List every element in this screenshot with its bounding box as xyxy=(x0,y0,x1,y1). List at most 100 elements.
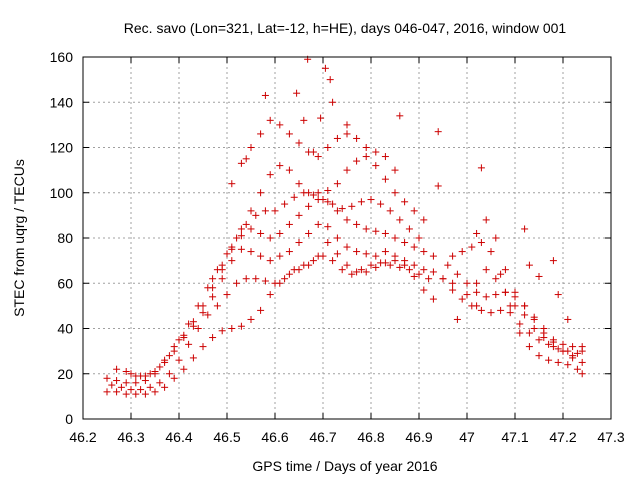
data-point xyxy=(113,365,121,373)
data-point xyxy=(521,225,529,233)
data-point xyxy=(410,207,418,215)
data-point xyxy=(156,379,164,387)
data-point xyxy=(396,112,404,120)
data-point xyxy=(410,272,418,280)
data-point xyxy=(295,139,303,147)
data-point xyxy=(141,390,149,398)
data-point xyxy=(449,286,457,294)
data-point xyxy=(573,365,581,373)
data-point xyxy=(276,121,284,129)
data-point xyxy=(525,329,533,337)
data-point xyxy=(276,229,284,237)
data-point xyxy=(333,234,341,242)
data-point xyxy=(492,234,500,242)
data-point xyxy=(180,365,188,373)
data-point xyxy=(530,315,538,323)
data-point xyxy=(353,157,361,165)
data-point xyxy=(285,130,293,138)
data-points xyxy=(103,55,586,398)
x-tick-label: 46.3 xyxy=(117,429,144,445)
data-point xyxy=(261,207,269,215)
data-point xyxy=(103,374,111,382)
data-point xyxy=(545,340,553,348)
data-point xyxy=(305,189,313,197)
data-point xyxy=(314,189,322,197)
data-point xyxy=(324,239,332,247)
data-point xyxy=(247,248,255,256)
data-point xyxy=(309,257,317,265)
data-point xyxy=(564,361,572,369)
x-tick-label: 46.7 xyxy=(309,429,336,445)
data-point xyxy=(281,200,289,208)
data-point xyxy=(559,347,567,355)
data-point xyxy=(242,220,250,228)
data-point xyxy=(482,293,490,301)
series-scattered-2 xyxy=(453,164,586,378)
data-point xyxy=(569,343,577,351)
data-point xyxy=(122,379,130,387)
data-point xyxy=(252,275,260,283)
data-point xyxy=(137,386,145,394)
data-point xyxy=(391,166,399,174)
data-point xyxy=(252,211,260,219)
data-point xyxy=(348,202,356,210)
data-point xyxy=(343,216,351,224)
data-point xyxy=(338,266,346,274)
data-point xyxy=(372,227,380,235)
data-point xyxy=(578,343,586,351)
data-point xyxy=(477,239,485,247)
data-point xyxy=(353,248,361,256)
x-tick-label: 47.2 xyxy=(549,429,576,445)
series-arc-4 xyxy=(113,196,437,380)
data-point xyxy=(396,263,404,271)
data-point xyxy=(247,225,255,233)
data-point xyxy=(300,261,308,269)
data-point xyxy=(386,207,394,215)
data-point xyxy=(137,372,145,380)
data-point xyxy=(156,363,164,371)
data-point xyxy=(549,338,557,346)
data-point xyxy=(458,295,466,303)
data-point xyxy=(204,284,212,292)
data-point xyxy=(132,379,140,387)
data-point xyxy=(122,390,130,398)
data-point xyxy=(381,248,389,256)
data-point xyxy=(242,275,250,283)
data-point xyxy=(305,229,313,237)
data-point xyxy=(434,182,442,190)
data-point xyxy=(333,134,341,142)
data-point xyxy=(257,130,265,138)
data-point xyxy=(477,306,485,314)
data-point xyxy=(425,275,433,283)
data-point xyxy=(189,318,197,326)
data-point xyxy=(573,349,581,357)
data-point xyxy=(458,248,466,256)
series-arc-12 xyxy=(473,216,586,351)
data-point xyxy=(501,266,509,274)
data-point xyxy=(482,216,490,224)
data-point xyxy=(353,220,361,228)
data-point xyxy=(271,279,279,287)
data-point xyxy=(237,225,245,233)
data-point xyxy=(266,291,274,299)
data-point xyxy=(396,216,404,224)
data-point xyxy=(444,261,452,269)
y-tick-label: 100 xyxy=(50,185,74,201)
data-point xyxy=(482,266,490,274)
x-tick-label: 46.5 xyxy=(213,429,240,445)
data-point xyxy=(415,234,423,242)
data-point xyxy=(381,175,389,183)
data-point xyxy=(204,311,212,319)
data-point xyxy=(429,295,437,303)
x-tick-label: 47.3 xyxy=(597,429,624,445)
data-point xyxy=(295,211,303,219)
data-point xyxy=(317,114,325,122)
data-point xyxy=(247,315,255,323)
data-point xyxy=(233,279,241,287)
data-point xyxy=(434,128,442,136)
data-point xyxy=(429,268,437,276)
data-point xyxy=(113,388,121,396)
series-arc-1 xyxy=(103,239,437,398)
data-point xyxy=(185,340,193,348)
data-point xyxy=(401,198,409,206)
